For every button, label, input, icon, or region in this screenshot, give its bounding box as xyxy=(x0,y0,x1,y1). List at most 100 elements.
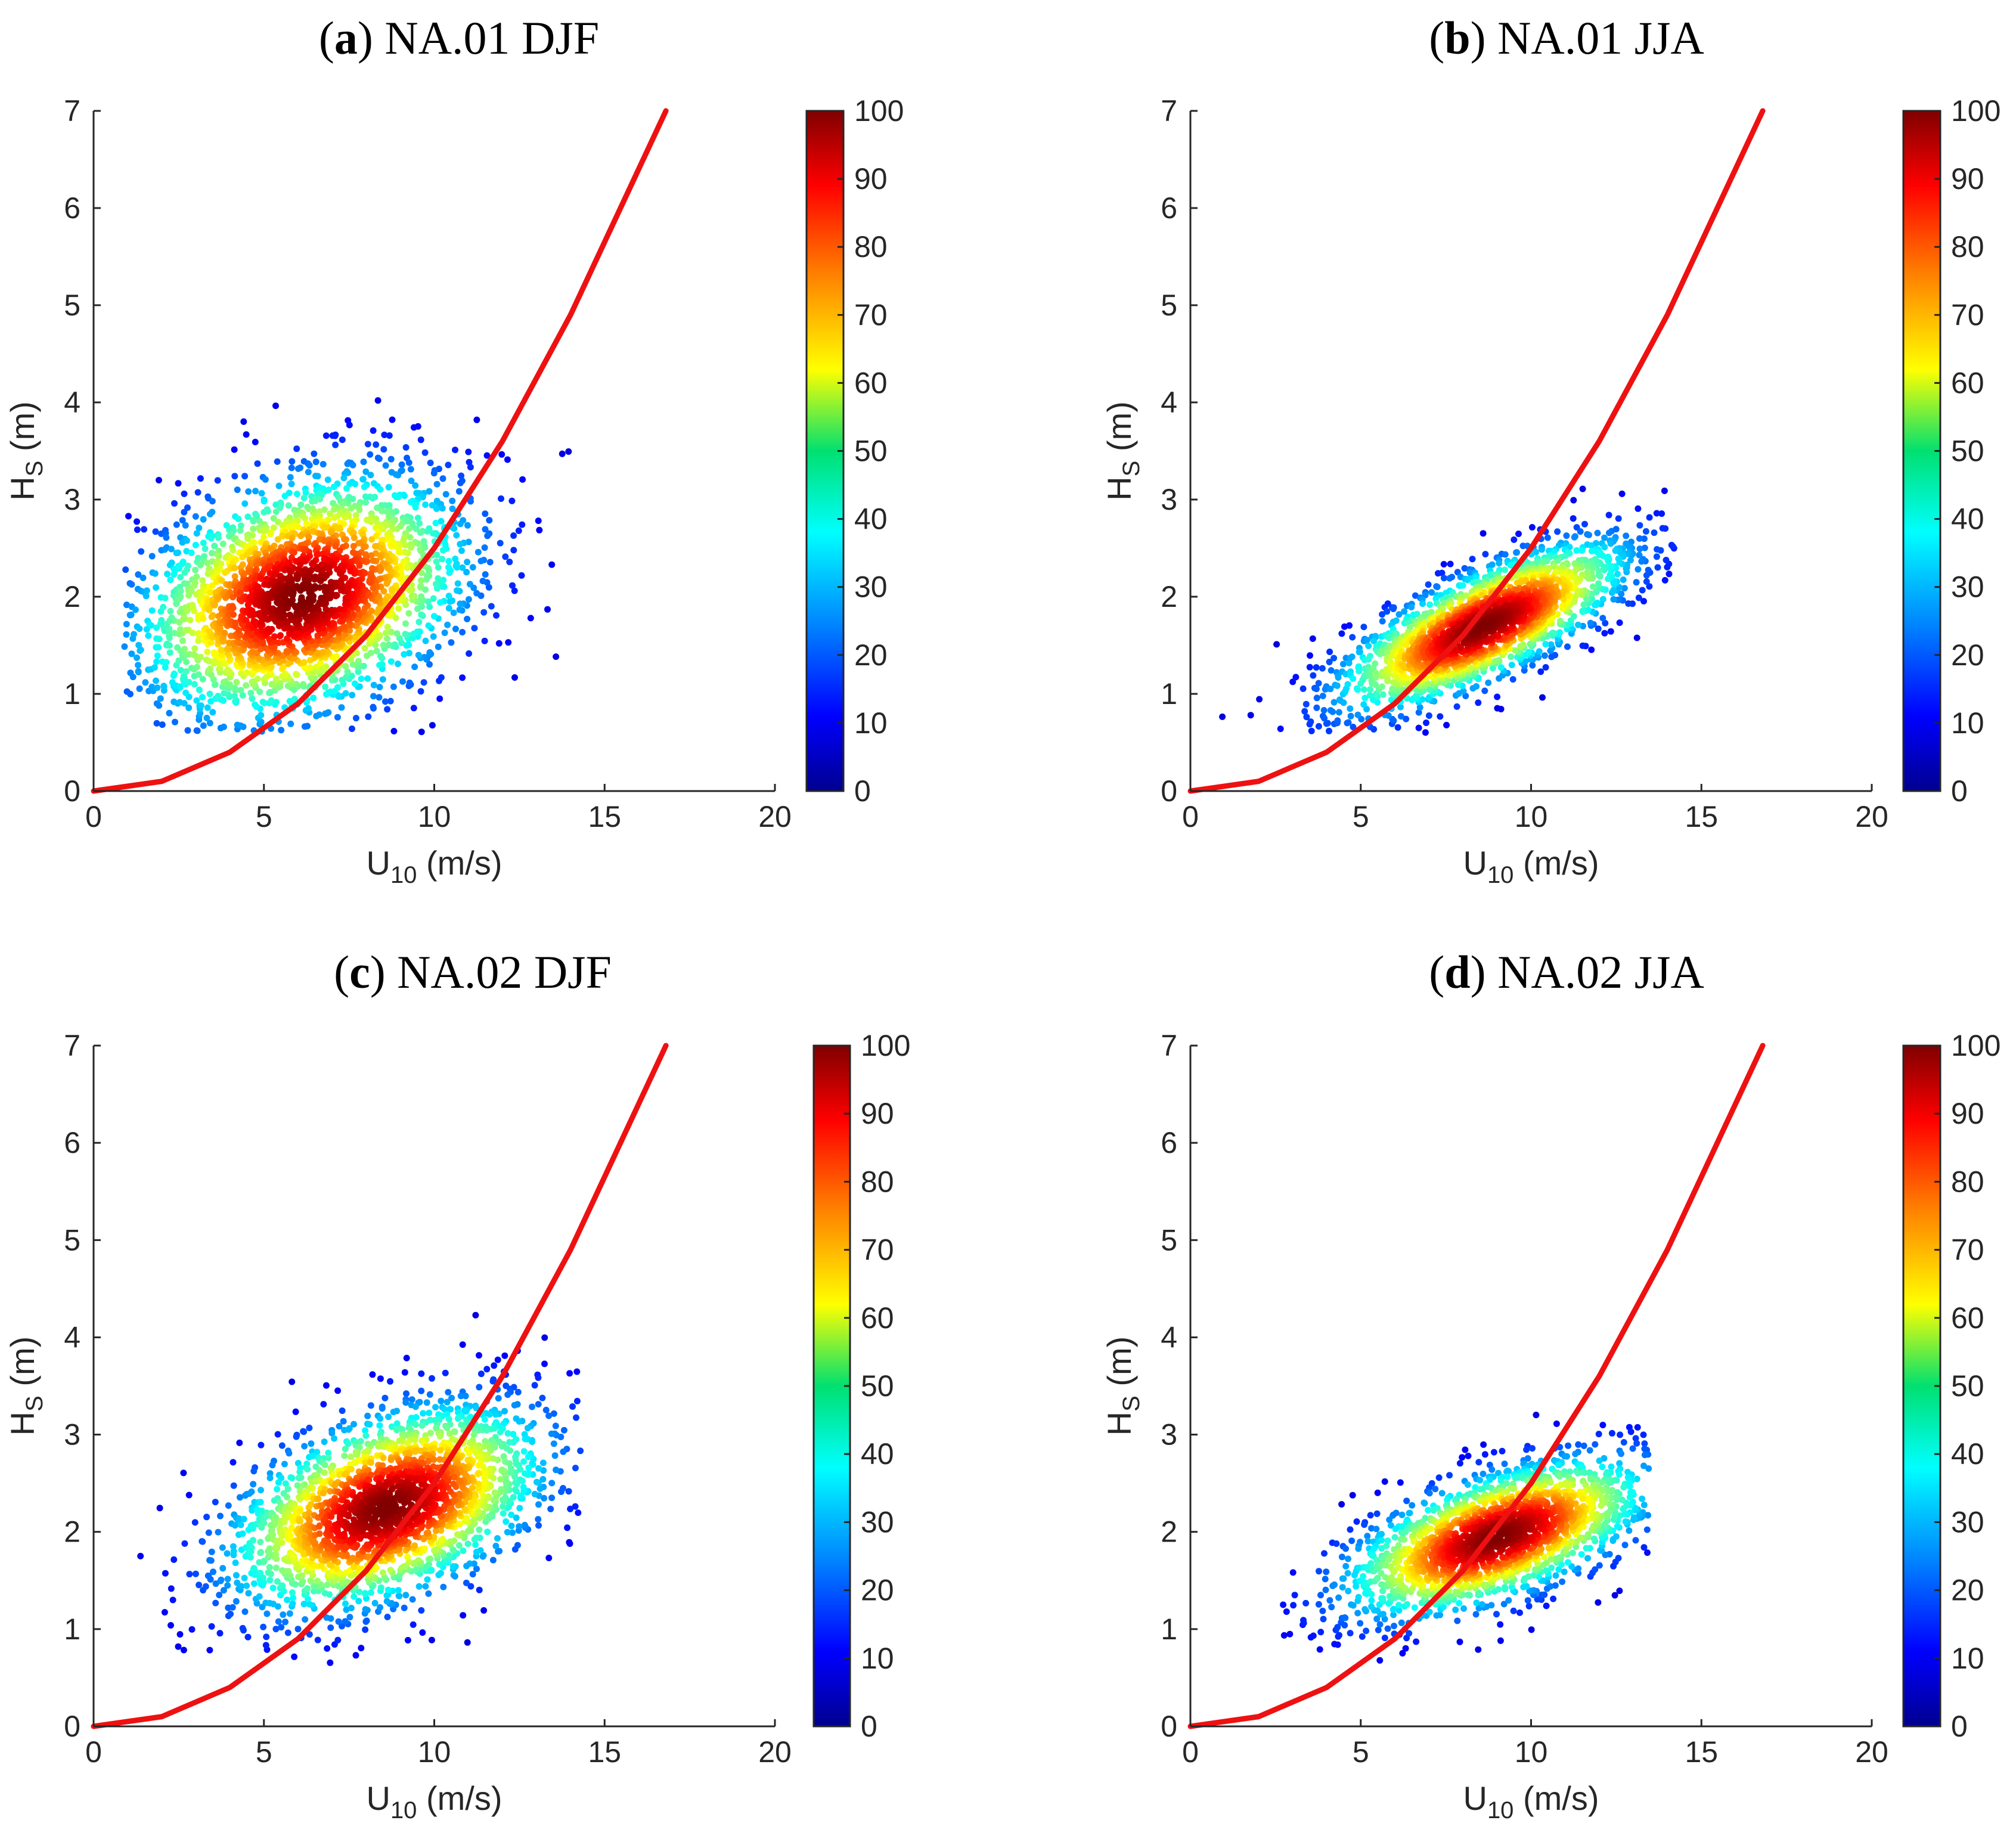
data-point xyxy=(151,664,158,671)
data-point xyxy=(553,653,560,660)
data-point xyxy=(393,630,401,637)
panel-title: (b) NA.01 JJA xyxy=(1429,12,1704,64)
data-point xyxy=(318,594,325,601)
data-point xyxy=(398,461,405,468)
data-point xyxy=(134,518,140,525)
data-point xyxy=(1614,570,1621,578)
data-point xyxy=(128,611,135,618)
data-point xyxy=(436,695,443,702)
data-point xyxy=(439,556,446,563)
data-point xyxy=(332,441,339,448)
data-point xyxy=(518,572,525,579)
y-tick-labels: 0 1 2 3 4 5 6 7 xyxy=(64,94,80,808)
x-tick-label: 0 xyxy=(1182,800,1199,833)
data-point xyxy=(466,650,473,657)
data-point xyxy=(218,646,225,653)
data-point xyxy=(459,1341,466,1348)
colorbar-labels: 0 10 20 30 40 50 60 70 80 90 100 xyxy=(1951,94,2001,808)
data-point xyxy=(405,459,412,466)
data-point xyxy=(1601,629,1608,637)
data-point xyxy=(300,659,308,666)
data-point xyxy=(291,696,298,703)
data-point xyxy=(191,607,198,615)
colorbar: 0 10 20 30 40 50 60 70 80 90 100 xyxy=(1902,94,2001,808)
data-point xyxy=(566,1370,573,1377)
data-point xyxy=(413,489,420,497)
data-point xyxy=(1306,663,1313,671)
data-point xyxy=(321,506,328,513)
data-point xyxy=(410,1621,417,1628)
data-point xyxy=(182,522,189,529)
data-point xyxy=(444,621,451,628)
data-point xyxy=(1563,532,1570,539)
data-point xyxy=(402,542,409,549)
data-point xyxy=(166,649,173,656)
data-point xyxy=(199,577,206,584)
data-point xyxy=(536,526,543,534)
x-tick-labels: 0 5 10 15 20 xyxy=(85,800,792,833)
data-point xyxy=(407,498,414,506)
data-point xyxy=(308,493,315,500)
x-tick-labels: 0 5 10 15 20 xyxy=(1182,800,1888,833)
data-point xyxy=(1299,685,1307,692)
data-point xyxy=(215,553,222,560)
data-point xyxy=(1330,699,1338,706)
data-point xyxy=(215,534,222,541)
data-point xyxy=(302,514,308,522)
data-point xyxy=(305,705,312,712)
data-point xyxy=(459,564,466,571)
data-point xyxy=(1653,553,1660,560)
data-point xyxy=(1638,558,1645,565)
data-point xyxy=(325,709,332,716)
data-point xyxy=(1397,713,1404,720)
points-layer xyxy=(137,1311,584,1666)
data-point xyxy=(1634,505,1642,512)
data-point xyxy=(382,629,389,637)
data-point xyxy=(358,675,365,683)
data-point xyxy=(231,684,238,691)
data-point xyxy=(274,458,281,465)
data-point xyxy=(254,675,261,683)
data-point xyxy=(367,518,374,525)
data-point xyxy=(183,537,190,544)
data-point xyxy=(480,1607,488,1614)
data-point xyxy=(575,1509,582,1517)
data-point xyxy=(346,421,353,429)
data-point xyxy=(148,622,154,629)
data-point xyxy=(362,468,370,475)
data-point xyxy=(175,1643,182,1650)
data-point xyxy=(170,1556,178,1563)
data-point xyxy=(300,494,308,501)
data-point xyxy=(254,460,261,467)
data-point xyxy=(192,566,199,573)
colorbar-tick-label: 30 xyxy=(1951,570,1984,604)
data-point xyxy=(1333,682,1341,689)
data-point xyxy=(240,418,247,425)
data-point xyxy=(418,611,425,618)
data-point xyxy=(132,606,139,613)
data-point xyxy=(370,681,377,689)
data-point xyxy=(1426,601,1433,608)
data-point xyxy=(480,609,488,616)
colorbar-tick-label: 60 xyxy=(854,366,888,399)
colorbar-tick-label: 0 xyxy=(854,774,871,808)
data-point xyxy=(433,480,441,488)
data-point xyxy=(206,720,213,727)
data-point xyxy=(286,612,293,618)
data-point xyxy=(158,617,165,624)
data-point xyxy=(199,675,206,683)
data-point xyxy=(373,647,380,655)
data-point xyxy=(351,680,358,687)
data-point xyxy=(362,493,369,500)
data-point xyxy=(152,528,159,535)
data-point xyxy=(250,517,257,525)
data-point xyxy=(282,671,289,677)
data-point xyxy=(473,590,480,597)
data-point xyxy=(502,553,509,560)
data-point xyxy=(121,643,128,650)
data-point xyxy=(260,534,267,541)
x-tick-label: 20 xyxy=(1855,800,1888,833)
colorbar-tick-label: 10 xyxy=(854,706,888,740)
data-point xyxy=(417,688,424,695)
data-point xyxy=(252,701,258,708)
